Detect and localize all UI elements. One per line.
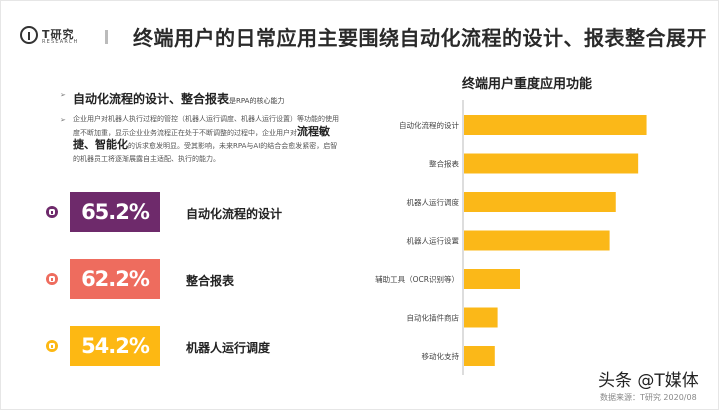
title-divider — [105, 30, 108, 44]
chart-bar — [464, 346, 495, 366]
logo-text: T研究 — [42, 28, 75, 41]
chart-bar — [464, 307, 498, 328]
bullet-text: 企业用户对机器人执行过程的管控（机器人运行调度、机器人运行设置）等功能的使用度不… — [73, 115, 339, 137]
stat-row: 65.2% 自动化流程的设计 — [46, 192, 346, 234]
chart-category-label: 自动化插件商店 — [407, 313, 460, 323]
arrow-bullet-icon: ➢ — [60, 116, 66, 124]
bullet-emphasis: 流程敏捷、智能化 — [73, 124, 330, 151]
chart-category-label: 自动化流程的设计 — [399, 120, 459, 130]
logo-mark-icon — [20, 26, 38, 44]
bullet-item: ➢ 自动化流程的设计、整合报表是RPA的核心能力 — [60, 88, 340, 107]
source-note: 数据来源：T研究 2020/08 — [600, 393, 697, 402]
chart-title: 终端用户重度应用功能 — [462, 77, 593, 92]
stat-row: 62.2% 整合报表 — [46, 259, 346, 301]
logo-subtext: RESEARCH — [42, 39, 79, 45]
stat-label: 自动化流程的设计 — [186, 207, 283, 221]
chart-bar — [464, 230, 610, 251]
chart-category-label: 移动化支持 — [422, 351, 460, 361]
chart-category-label: 整合报表 — [429, 159, 459, 169]
chart-category-label: 机器人运行设置 — [407, 236, 460, 246]
bullet-heading: 自动化流程的设计、整合报表 — [73, 92, 230, 106]
page-title: 终端用户的日常应用主要围绕自动化流程的设计、报表整合展开 — [133, 26, 707, 50]
chart-bar — [464, 115, 647, 135]
info-badge-icon — [46, 340, 58, 352]
bullet-item: ➢ 企业用户对机器人执行过程的管控（机器人运行调度、机器人运行设置）等功能的使用… — [60, 113, 340, 165]
chart-category-label: 辅助工具（OCR识别等） — [375, 274, 459, 284]
stat-row: 54.2% 机器人运行调度 — [46, 326, 346, 368]
chart-category-label: 机器人运行调度 — [407, 197, 460, 207]
chart-bar — [464, 192, 616, 212]
arrow-bullet-icon: ➢ — [60, 91, 66, 99]
info-badge-icon — [46, 206, 58, 218]
bullet-heading-tail: 是RPA的核心能力 — [229, 97, 285, 105]
logo: T研究 RESEARCH — [20, 26, 100, 50]
info-badge-icon — [46, 273, 58, 285]
stat-label: 机器人运行调度 — [186, 341, 271, 355]
watermark: 头条 @T媒体 — [598, 371, 699, 391]
chart-bar — [464, 153, 639, 174]
bullet-text: 的诉求愈发明显。受其影响，未来RPA与AI的结合会愈发紧密，启智的机器员工将逐渐… — [73, 142, 338, 163]
stat-value: 54.2% — [70, 326, 160, 366]
stat-value: 65.2% — [70, 192, 160, 232]
stat-value: 62.2% — [70, 259, 160, 299]
stat-label: 整合报表 — [186, 274, 235, 288]
bullet-list: ➢ 自动化流程的设计、整合报表是RPA的核心能力 ➢ 企业用户对机器人执行过程的… — [60, 88, 340, 171]
chart-bar — [464, 269, 520, 289]
